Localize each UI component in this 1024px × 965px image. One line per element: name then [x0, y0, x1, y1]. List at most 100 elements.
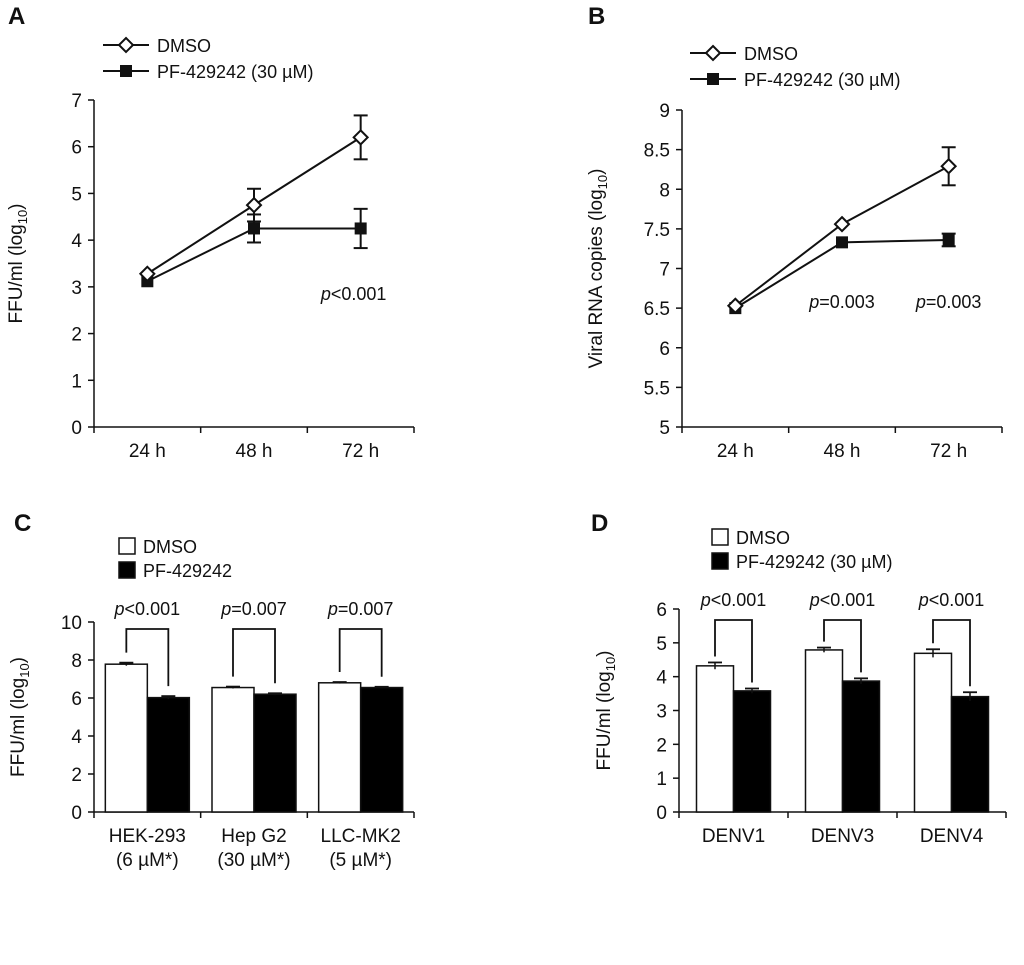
- panel-letter-b: B: [588, 3, 605, 30]
- y-tick-label: 3: [71, 278, 82, 299]
- y-tick-label: 6: [71, 138, 82, 159]
- bar-d-0-0: [695, 665, 735, 813]
- marker-diamond-1: [245, 196, 263, 214]
- legend-label: DMSO: [736, 528, 790, 548]
- marker-square-2: [354, 222, 367, 235]
- y-axis-label-subscript: 10: [603, 657, 618, 671]
- marker-square-1: [836, 236, 848, 249]
- p-value-annotation-0: p<0.001: [700, 590, 767, 610]
- y-tick-label: 3: [656, 702, 667, 723]
- y-axis-label-end: ): [8, 657, 29, 663]
- y-tick-label: 8: [71, 651, 82, 672]
- panel-letter-a: A: [8, 3, 25, 30]
- x-tick-label: DENV4: [920, 826, 984, 847]
- x-tick-label: 24 h: [717, 441, 754, 462]
- y-tick-label: 7: [659, 260, 670, 281]
- x-tick-label: 72 h: [930, 441, 967, 462]
- y-tick-label: 10: [61, 613, 82, 634]
- x-tick-label: 72 h: [342, 441, 379, 462]
- p-value-annotation-1-italic: p: [809, 590, 820, 610]
- y-tick-label: 5: [71, 184, 82, 205]
- y-axis-label-main: Viral RNA copies (log: [586, 189, 607, 368]
- bar-d-1-2: [950, 695, 990, 813]
- x-tick-label: Hep G2: [221, 826, 286, 847]
- p-value-annotation-0-italic: p: [114, 599, 125, 619]
- x-tick-label: 24 h: [129, 441, 166, 462]
- bar-c-0-2: [317, 682, 362, 813]
- legend-label: DMSO: [143, 537, 197, 557]
- legend-marker-diamond: [704, 44, 722, 62]
- marker-diamond-0: [138, 265, 156, 283]
- marker-diamond-0: [726, 297, 744, 315]
- p-value-annotation-0: p<0.001: [114, 599, 181, 619]
- y-tick-label: 7.5: [644, 220, 670, 241]
- y-tick-label: 9: [659, 101, 670, 122]
- y-tick-label: 5.5: [644, 378, 670, 399]
- significance-bracket-1: [232, 628, 276, 684]
- legend-label: DMSO: [744, 44, 798, 64]
- p-value-annotation-0-value: <0.001: [711, 590, 767, 610]
- legend-swatch: [118, 561, 136, 579]
- panel-b-line-chart: 5 5.5 6 6.5 7 7.5 8 8.5 9 24 h 48 h 72 h Viral RNA c…: [586, 44, 1003, 462]
- bar-d-1-1: [841, 680, 881, 813]
- bar-d-0-1: [804, 649, 844, 813]
- y-tick-label: 5: [659, 418, 670, 439]
- p-value-annotation-2-value: =0.007: [338, 599, 394, 619]
- y-axis-label-subscript: 10: [17, 663, 32, 677]
- legend-label: PF-429242 (30 µM): [157, 62, 313, 82]
- p-value-annotation-2: p=0.007: [327, 599, 394, 619]
- series-line-b-0: [734, 165, 950, 307]
- significance-bracket-1: [823, 619, 862, 673]
- significance-bracket-2: [338, 628, 383, 677]
- y-axis-label-subscript: 10: [15, 210, 30, 224]
- y-tick-label: 1: [656, 769, 667, 790]
- y-tick-label: 6: [656, 600, 667, 621]
- p-value-annotation-0-value: <0.001: [331, 284, 387, 304]
- significance-bracket-2: [932, 619, 971, 687]
- legend-label: PF-429242 (30 µM): [744, 70, 900, 90]
- y-axis-label-main: FFU/ml (log: [6, 224, 27, 323]
- y-axis-label: Viral RNA copies (log10): [586, 169, 610, 369]
- panel-a-line-chart: 0 1 2 3 4 5 6 7 24 h 48 h 72 h FFU/ml (log10) DMSO PF…: [6, 36, 415, 462]
- y-tick-label: 2: [656, 735, 667, 756]
- legend-marker-square: [707, 73, 719, 85]
- y-tick-label: 2: [71, 325, 82, 346]
- significance-bracket-0: [714, 619, 753, 683]
- y-axis-label-end: ): [6, 203, 27, 209]
- p-value-annotation-2: p<0.001: [918, 590, 985, 610]
- p-value-annotation-0-italic: p: [320, 284, 331, 304]
- y-axis-label-end: ): [594, 650, 615, 656]
- x-tick-label: DENV1: [702, 826, 765, 847]
- y-axis-label-main: FFU/ml (log: [8, 678, 29, 777]
- y-tick-label: 0: [71, 803, 82, 824]
- marker-square-2: [942, 233, 955, 246]
- bar-c-1-2: [359, 686, 404, 813]
- y-tick-label: 0: [71, 418, 82, 439]
- legend-swatch: [711, 552, 729, 570]
- p-value-annotation-1-italic: p: [220, 599, 231, 619]
- x-tick-sublabel: (5 µM*): [329, 850, 392, 871]
- bar-c-0-0: [104, 663, 149, 813]
- panel-d-bar-chart: 0 1 2 3 4 5 6 DENV1 DENV3 DENV4 FFU/ml (log10) DMSO…: [594, 528, 1007, 847]
- y-axis-label-main: FFU/ml (log: [594, 671, 615, 770]
- y-axis-label: FFU/ml (log10): [8, 657, 32, 777]
- marker-diamond-2: [352, 128, 370, 146]
- p-value-annotation-2-value: <0.001: [929, 590, 985, 610]
- x-tick-sublabel: (6 µM*): [116, 850, 179, 871]
- panel-letter-c: C: [14, 510, 31, 537]
- bar-d-1-0: [732, 690, 772, 813]
- y-tick-label: 4: [71, 727, 82, 748]
- x-tick-label: DENV3: [811, 826, 874, 847]
- y-tick-label: 0: [656, 803, 667, 824]
- p-value-annotation-2-italic: p: [918, 590, 929, 610]
- significance-bracket-0: [125, 628, 170, 687]
- p-value-annotation-1-value: <0.001: [820, 590, 876, 610]
- x-tick-label: LLC-MK2: [321, 826, 401, 847]
- p-value-annotation-0: p=0.003: [808, 292, 875, 312]
- y-tick-label: 6: [71, 689, 82, 710]
- y-tick-label: 8: [659, 180, 670, 201]
- x-tick-label: HEK-293: [109, 826, 186, 847]
- p-value-annotation-1-value: =0.003: [926, 292, 982, 312]
- y-tick-label: 1: [71, 371, 82, 392]
